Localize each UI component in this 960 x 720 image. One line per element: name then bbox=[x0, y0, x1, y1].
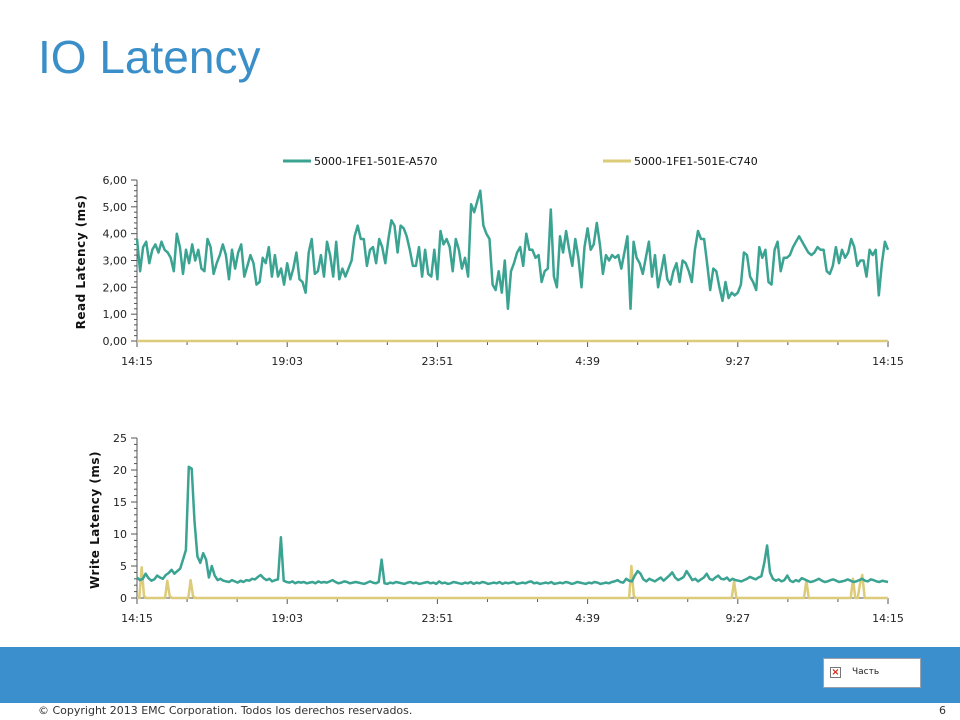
x-tick-label: 23:51 bbox=[422, 612, 454, 625]
page-number: 6 bbox=[939, 704, 946, 717]
y-tick-label: 1,00 bbox=[103, 308, 128, 321]
y-tick-label: 5,00 bbox=[103, 201, 128, 214]
x-tick-label: 19:03 bbox=[271, 612, 303, 625]
y-axis-title: Write Latency (ms) bbox=[88, 451, 102, 589]
y-tick-label: 10 bbox=[113, 528, 127, 541]
placeholder-label: Часть bbox=[852, 667, 880, 677]
y-tick-label: 3,00 bbox=[103, 255, 128, 268]
series-line-2 bbox=[137, 564, 888, 600]
x-tick-label: 14:15 bbox=[872, 612, 904, 625]
y-tick-label: 15 bbox=[113, 496, 127, 509]
broken-image-icon: × bbox=[830, 667, 841, 678]
y-tick-label: 20 bbox=[113, 464, 127, 477]
x-tick-label: 19:03 bbox=[271, 355, 303, 368]
latency-charts: 5000-1FE1-501E-A570 5000-1FE1-501E-C740 0… bbox=[74, 155, 904, 625]
series-line-1 bbox=[135, 189, 890, 311]
legend-label-2: 5000-1FE1-501E-C740 bbox=[634, 155, 758, 168]
write-latency-chart: 0 5 10 15 20 25 Write Latency (ms) 14:15 19:03 23… bbox=[88, 432, 904, 625]
y-axis-title: Read Latency (ms) bbox=[74, 195, 88, 330]
x-tick-label: 4:39 bbox=[575, 355, 600, 368]
chart-legend: 5000-1FE1-501E-A570 5000-1FE1-501E-C740 bbox=[283, 155, 758, 168]
x-tick-label: 23:51 bbox=[422, 355, 454, 368]
y-tick-label: 25 bbox=[113, 432, 127, 445]
x-tick-label: 9:27 bbox=[725, 355, 750, 368]
series-line-1 bbox=[136, 465, 889, 586]
image-placeholder: × Часть bbox=[823, 658, 921, 688]
x-tick-label: 9:27 bbox=[725, 612, 750, 625]
y-tick-label: 5 bbox=[120, 560, 127, 573]
legend-label-1: 5000-1FE1-501E-A570 bbox=[314, 155, 437, 168]
footer-band bbox=[0, 647, 960, 703]
y-tick-label: 4,00 bbox=[103, 228, 128, 241]
copyright-text: © Copyright 2013 EMC Corporation. Todos … bbox=[38, 704, 413, 717]
y-tick-label: 0 bbox=[120, 592, 127, 605]
x-tick-label: 14:15 bbox=[121, 355, 153, 368]
x-tick-label: 14:15 bbox=[872, 355, 904, 368]
read-latency-chart: 0,00 1,00 2,00 3,00 4,00 5,00 6,00 Read Latency… bbox=[74, 174, 904, 368]
y-tick-label: 0,00 bbox=[103, 335, 128, 348]
x-tick-label: 14:15 bbox=[121, 612, 153, 625]
x-tick-label: 4:39 bbox=[575, 612, 600, 625]
y-tick-label: 2,00 bbox=[103, 281, 128, 294]
y-tick-label: 6,00 bbox=[103, 174, 128, 187]
slide-title: IO Latency bbox=[38, 31, 261, 83]
